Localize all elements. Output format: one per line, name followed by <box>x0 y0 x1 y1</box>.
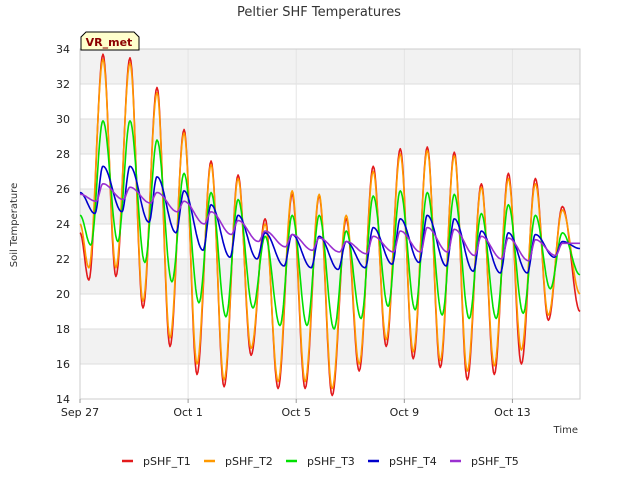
y-tick-label: 26 <box>56 183 70 196</box>
series-line-pSHF_T2 <box>79 58 581 390</box>
series-line-pSHF_T4 <box>79 165 581 274</box>
y-tick-label: 18 <box>56 323 70 336</box>
background-band <box>80 259 580 294</box>
legend-label: pSHF_T2 <box>225 455 273 468</box>
series-line-pSHF_T5 <box>80 183 580 262</box>
badge-label: VR_met <box>86 36 133 49</box>
x-tick-label: Oct 1 <box>173 406 203 419</box>
y-tick-label: 34 <box>56 43 70 56</box>
chart-title: Peltier SHF Temperatures <box>237 5 401 20</box>
x-tick-label: Oct 13 <box>494 406 531 419</box>
y-tick-label: 22 <box>56 253 70 266</box>
legend-label: pSHF_T3 <box>307 455 355 468</box>
background-band <box>80 84 580 119</box>
legend: pSHF_T1 pSHF_T2 pSHF_T3 pSHF_T4 pSHF_T5 <box>122 455 519 468</box>
y-tick-label: 20 <box>56 288 70 301</box>
legend-label: pSHF_T1 <box>143 455 191 468</box>
x-axis-ticks: Sep 27 Oct 1 Oct 5 Oct 9 Oct 13 <box>61 399 531 419</box>
y-tick-label: 14 <box>56 393 70 406</box>
legend-label: pSHF_T5 <box>471 455 519 468</box>
y-tick-label: 32 <box>56 78 70 91</box>
y-axis-label: Soil Temperature <box>9 183 20 268</box>
background-band <box>80 49 580 84</box>
x-tick-label: Oct 5 <box>281 406 311 419</box>
x-tick-label: Sep 27 <box>61 406 99 419</box>
y-tick-label: 24 <box>56 218 70 231</box>
series-line-pSHF_T3 <box>79 120 581 330</box>
x-axis-label: Time <box>553 425 578 436</box>
y-tick-label: 30 <box>56 113 70 126</box>
y-tick-label: 28 <box>56 148 70 161</box>
background-band <box>80 329 580 364</box>
vr-met-badge: VR_met <box>80 31 140 51</box>
legend-label: pSHF_T4 <box>389 455 437 468</box>
x-tick-label: Oct 9 <box>390 406 420 419</box>
background-band <box>80 119 580 154</box>
background-band <box>80 154 580 189</box>
background-bands <box>80 49 580 399</box>
badge-box <box>80 31 140 51</box>
y-axis-ticks: 14 16 18 20 22 24 26 28 30 32 34 <box>56 43 70 406</box>
series-lines <box>79 53 581 397</box>
y-tick-label: 16 <box>56 358 70 371</box>
